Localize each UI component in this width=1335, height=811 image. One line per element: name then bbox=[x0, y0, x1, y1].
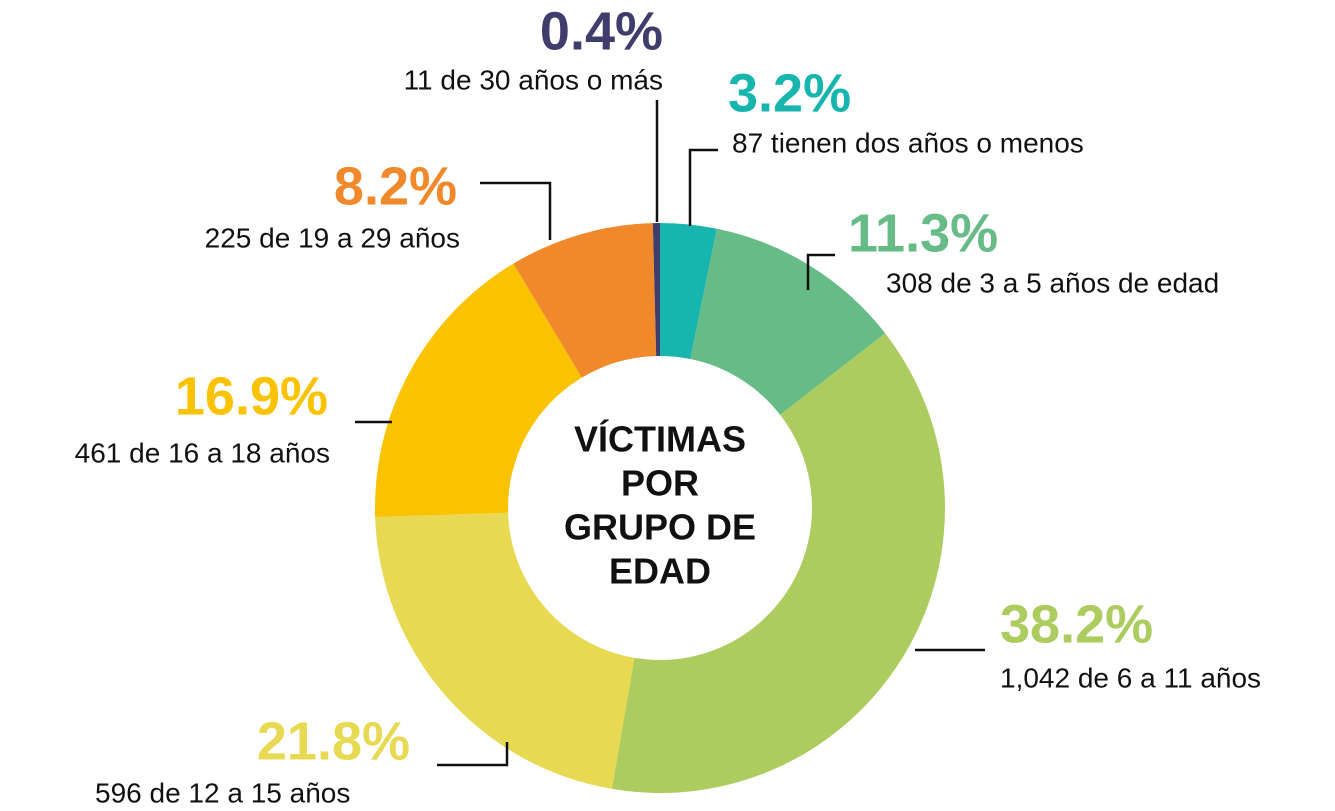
donut-slice bbox=[375, 512, 635, 789]
value-label: 3.2% bbox=[728, 63, 851, 123]
category-label: 1,042 de 6 a 11 años bbox=[1000, 662, 1261, 693]
leader-line bbox=[480, 181, 552, 240]
category-label: 308 de 3 a 5 años de edad bbox=[886, 267, 1219, 298]
donut-slice bbox=[375, 263, 582, 517]
center-title: EDAD bbox=[609, 551, 711, 592]
center-title: VÍCTIMAS bbox=[574, 419, 746, 460]
donut-slice bbox=[513, 223, 657, 378]
donut-slice bbox=[611, 333, 945, 793]
center-title: GRUPO DE bbox=[564, 507, 756, 548]
category-label: 461 de 16 a 18 años bbox=[75, 437, 330, 468]
category-label: 225 de 19 a 29 años bbox=[205, 222, 460, 253]
leader-line bbox=[806, 253, 835, 290]
value-label: 21.8% bbox=[257, 711, 410, 771]
value-label: 8.2% bbox=[334, 156, 457, 216]
category-label: 87 tienen dos años o menos bbox=[732, 127, 1084, 158]
value-label: 38.2% bbox=[1000, 594, 1153, 654]
donut-slice bbox=[660, 223, 717, 360]
category-label: 11 de 30 años o más bbox=[404, 64, 663, 95]
leader-line bbox=[688, 148, 718, 226]
value-label: 16.9% bbox=[175, 366, 328, 426]
leader-line bbox=[437, 742, 509, 767]
center-title: POR bbox=[621, 463, 699, 504]
value-label: 11.3% bbox=[848, 203, 998, 263]
donut-slice bbox=[652, 223, 660, 357]
donut-slice bbox=[690, 228, 886, 415]
value-label: 0.4% bbox=[540, 1, 663, 61]
category-label: 596 de 12 a 15 años bbox=[95, 777, 350, 808]
